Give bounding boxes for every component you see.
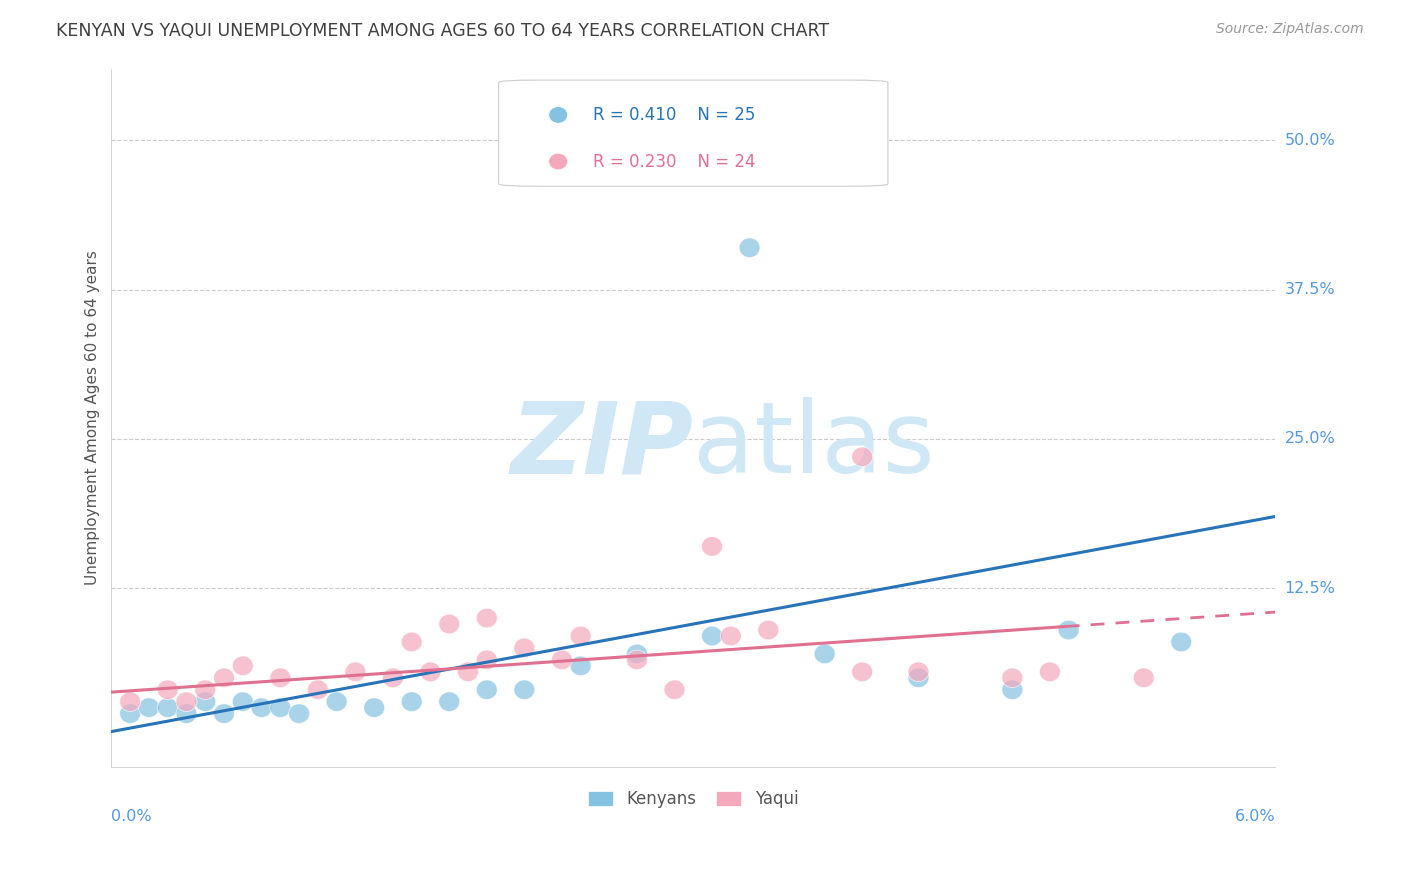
Ellipse shape [176,692,197,712]
Ellipse shape [477,680,498,699]
Ellipse shape [439,615,460,634]
Text: 37.5%: 37.5% [1285,282,1336,297]
Ellipse shape [571,626,591,646]
Ellipse shape [195,680,215,699]
Ellipse shape [548,153,568,169]
Ellipse shape [548,107,568,123]
Ellipse shape [364,698,385,717]
Ellipse shape [908,668,929,688]
Text: 6.0%: 6.0% [1234,809,1275,824]
Ellipse shape [908,662,929,681]
Ellipse shape [326,692,347,712]
Ellipse shape [513,638,534,657]
Ellipse shape [439,692,460,712]
Ellipse shape [157,698,179,717]
Ellipse shape [457,662,478,681]
Legend: Kenyans, Yaqui: Kenyans, Yaqui [582,784,806,815]
Ellipse shape [270,698,291,717]
Y-axis label: Unemployment Among Ages 60 to 64 years: Unemployment Among Ages 60 to 64 years [86,251,100,585]
Ellipse shape [513,680,534,699]
Ellipse shape [401,632,422,652]
Ellipse shape [420,662,441,681]
Ellipse shape [1002,680,1022,699]
Ellipse shape [852,447,873,467]
Ellipse shape [214,704,235,723]
Ellipse shape [627,644,647,664]
Ellipse shape [232,656,253,675]
Ellipse shape [288,704,309,723]
Ellipse shape [214,668,235,688]
Ellipse shape [627,650,647,670]
Text: 25.0%: 25.0% [1285,432,1336,446]
Ellipse shape [1133,668,1154,688]
Text: R = 0.410    N = 25: R = 0.410 N = 25 [593,106,755,124]
Ellipse shape [401,692,422,712]
Ellipse shape [195,692,215,712]
Ellipse shape [1002,668,1022,688]
Ellipse shape [120,704,141,723]
Ellipse shape [344,662,366,681]
Text: 12.5%: 12.5% [1285,581,1336,596]
Ellipse shape [852,662,873,681]
Ellipse shape [157,680,179,699]
Ellipse shape [758,620,779,640]
Ellipse shape [270,668,291,688]
Text: R = 0.230    N = 24: R = 0.230 N = 24 [593,153,755,170]
Ellipse shape [308,680,329,699]
Ellipse shape [1039,662,1060,681]
Ellipse shape [120,692,141,712]
Text: KENYAN VS YAQUI UNEMPLOYMENT AMONG AGES 60 TO 64 YEARS CORRELATION CHART: KENYAN VS YAQUI UNEMPLOYMENT AMONG AGES … [56,22,830,40]
Text: 0.0%: 0.0% [111,809,152,824]
Ellipse shape [232,692,253,712]
Ellipse shape [720,626,741,646]
Text: ZIP: ZIP [510,398,693,494]
Ellipse shape [382,668,404,688]
Ellipse shape [252,698,271,717]
Ellipse shape [1059,620,1080,640]
Ellipse shape [702,626,723,646]
Ellipse shape [1171,632,1192,652]
Ellipse shape [814,644,835,664]
Ellipse shape [176,704,197,723]
Ellipse shape [477,650,498,670]
Text: Source: ZipAtlas.com: Source: ZipAtlas.com [1216,22,1364,37]
FancyBboxPatch shape [499,80,889,186]
Ellipse shape [477,608,498,628]
Ellipse shape [551,650,572,670]
Ellipse shape [740,238,761,258]
Ellipse shape [138,698,159,717]
Text: atlas: atlas [693,398,935,494]
Ellipse shape [702,537,723,556]
Text: 50.0%: 50.0% [1285,133,1336,148]
Ellipse shape [571,656,591,675]
Ellipse shape [664,680,685,699]
